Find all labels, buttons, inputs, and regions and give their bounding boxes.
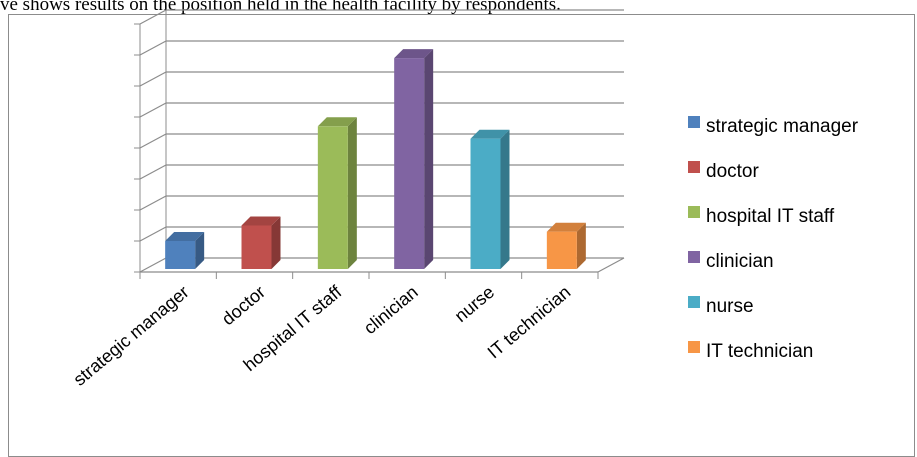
bar-strategic-manager [165,232,205,269]
legend-item: clinician [688,251,774,272]
axes [139,24,625,279]
x-tick-label: nurse [451,282,498,326]
legend-item: nurse [688,296,754,317]
bar-side [195,232,205,269]
bar-top [241,216,281,226]
gridline-side [139,226,167,242]
legend-swatch [688,206,700,218]
legend-label: IT technician [706,341,813,362]
x-tick-label: doctor [218,282,269,329]
bar-front [546,231,577,269]
x-tick-label: strategic manager [70,282,193,390]
floor-edge [597,257,625,273]
legend-label: hospital IT staff [706,206,835,227]
legend-label: strategic manager [706,116,859,137]
legend: strategic manager doctor hospital IT staff… [688,116,859,362]
bar-it-technician [546,222,586,269]
legend-item: IT technician [688,341,813,362]
bar-top [546,222,586,232]
legend-swatch [688,161,700,173]
legend-swatch [688,341,700,353]
bar-top [470,129,510,139]
gridline-side [139,9,167,25]
figure-caption: ve shows results on the position held in… [0,0,561,15]
bar-doctor [241,216,281,269]
bar-front [165,241,196,269]
bar-top [317,117,357,127]
bars [165,49,586,269]
bar-front [241,225,272,269]
bar-side [576,222,586,269]
bar-front [394,58,425,269]
gridline-side [139,257,167,273]
bar-top [165,232,205,241]
legend-swatch [688,116,700,128]
legend-swatch [688,296,700,308]
bar-side [271,216,281,269]
bar-clinician [394,49,434,269]
bar-side [347,117,357,269]
gridline-side [139,71,167,87]
bar-side [500,129,510,269]
bar-front [470,138,501,269]
gridline-side [139,195,167,211]
legend-label: doctor [706,161,759,182]
bar-nurse [470,129,510,269]
gridline-side [139,102,167,118]
legend-item: strategic manager [688,116,859,137]
bar-top [394,49,434,59]
legend-label: clinician [706,251,774,272]
bar-hospital-it-staff [317,117,357,269]
bar-front [317,126,348,269]
legend-item: hospital IT staff [688,206,835,227]
gridline-side [139,40,167,56]
x-tick-label: clinician [360,282,422,338]
x-tick-label: IT technician [484,282,575,363]
chart-frame [8,14,915,457]
gridline-side [139,164,167,180]
gridline-side [139,133,167,149]
legend-label: nurse [706,296,754,317]
legend-swatch [688,251,700,263]
legend-item: doctor [688,161,759,182]
bar-side [424,49,434,269]
